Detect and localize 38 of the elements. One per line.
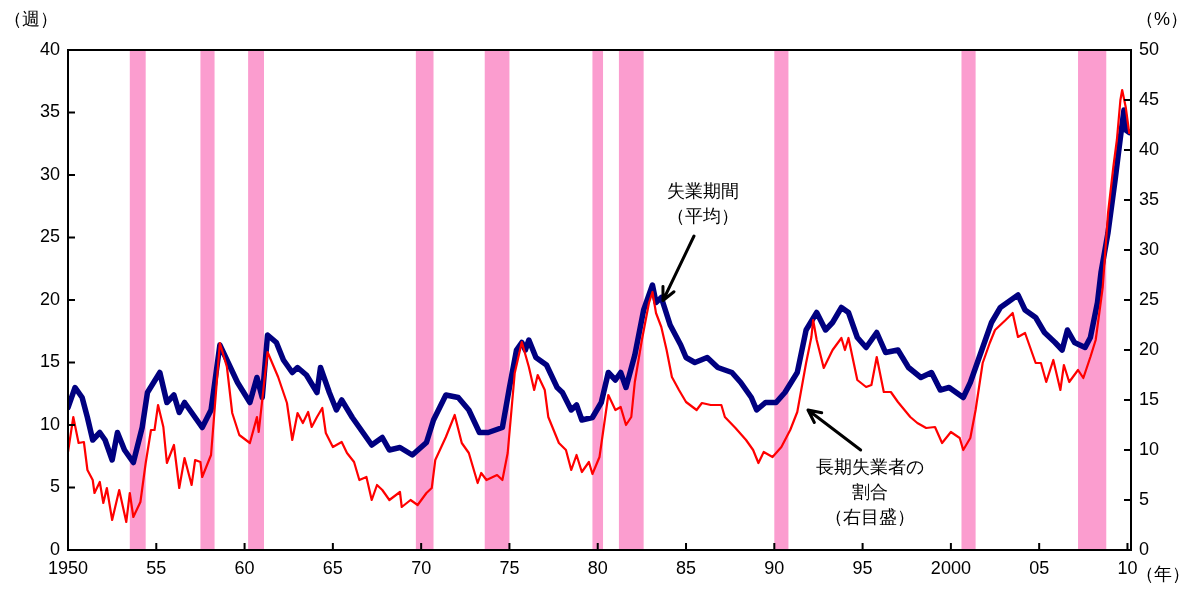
y-tick-label: 10 (39, 413, 60, 434)
x-tick-label: 85 (676, 557, 697, 578)
x-tick-label: 10 (1117, 557, 1138, 578)
y-tick-label: 20 (39, 288, 60, 309)
y2-tick-label: 5 (1139, 488, 1150, 509)
y2-tick-label: 20 (1139, 338, 1160, 359)
y-tick-label: 15 (39, 351, 60, 372)
y2-tick-label: 40 (1139, 138, 1160, 159)
y2-tick-label: 45 (1139, 88, 1160, 109)
y-axis-title: （週） (4, 8, 58, 29)
annotation: 失業期間（平均） (667, 181, 740, 227)
x-tick-label: 65 (322, 557, 343, 578)
y2-tick-label: 10 (1139, 438, 1160, 459)
x-tick-label: 75 (499, 557, 520, 578)
y-tick-label: 40 (39, 38, 60, 59)
y2-tick-label: 50 (1139, 38, 1160, 59)
y-tick-label: 5 (49, 476, 60, 497)
x-tick-label: 95 (852, 557, 873, 578)
x-tick-label: 90 (764, 557, 785, 578)
y2-tick-label: 25 (1139, 288, 1160, 309)
y2-tick-label: 35 (1139, 188, 1160, 209)
x-tick-label: 1950 (47, 557, 89, 578)
x-tick-label: 60 (234, 557, 255, 578)
y-tick-label: 35 (39, 101, 60, 122)
y2-tick-label: 30 (1139, 238, 1160, 259)
y-tick-label: 0 (49, 538, 60, 559)
x-tick-label: 70 (411, 557, 432, 578)
x-tick-label: 2000 (930, 557, 971, 578)
y2-tick-label: 0 (1139, 538, 1150, 559)
x-tick-label: 55 (146, 557, 167, 578)
y-tick-label: 25 (39, 226, 60, 247)
y-tick-label: 30 (39, 163, 60, 184)
y2-axis-title: （%） (1135, 8, 1188, 29)
y2-tick-label: 15 (1139, 388, 1160, 409)
x-tick-label: 80 (587, 557, 608, 578)
x-tick-label: 05 (1029, 557, 1050, 578)
annotation: 長期失業者の割合（右目盛） (815, 456, 924, 527)
x-axis-title: （年） (1136, 563, 1190, 584)
